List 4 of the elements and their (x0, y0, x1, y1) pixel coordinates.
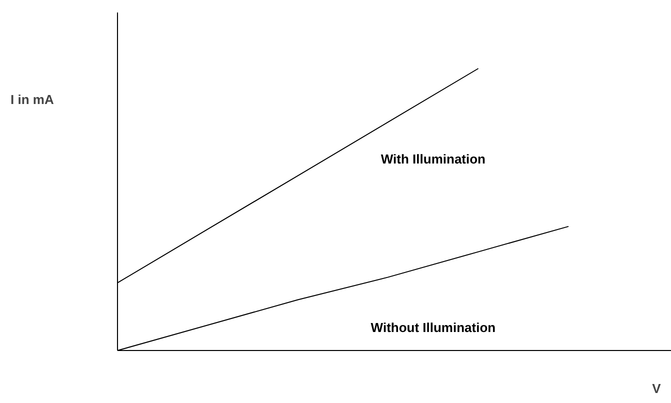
series-label: With Illumination (380, 152, 486, 167)
text: Without Illumination (370, 320, 496, 336)
x-axis-title: V (652, 381, 662, 396)
y-axis-title: I in mA (10, 92, 54, 107)
